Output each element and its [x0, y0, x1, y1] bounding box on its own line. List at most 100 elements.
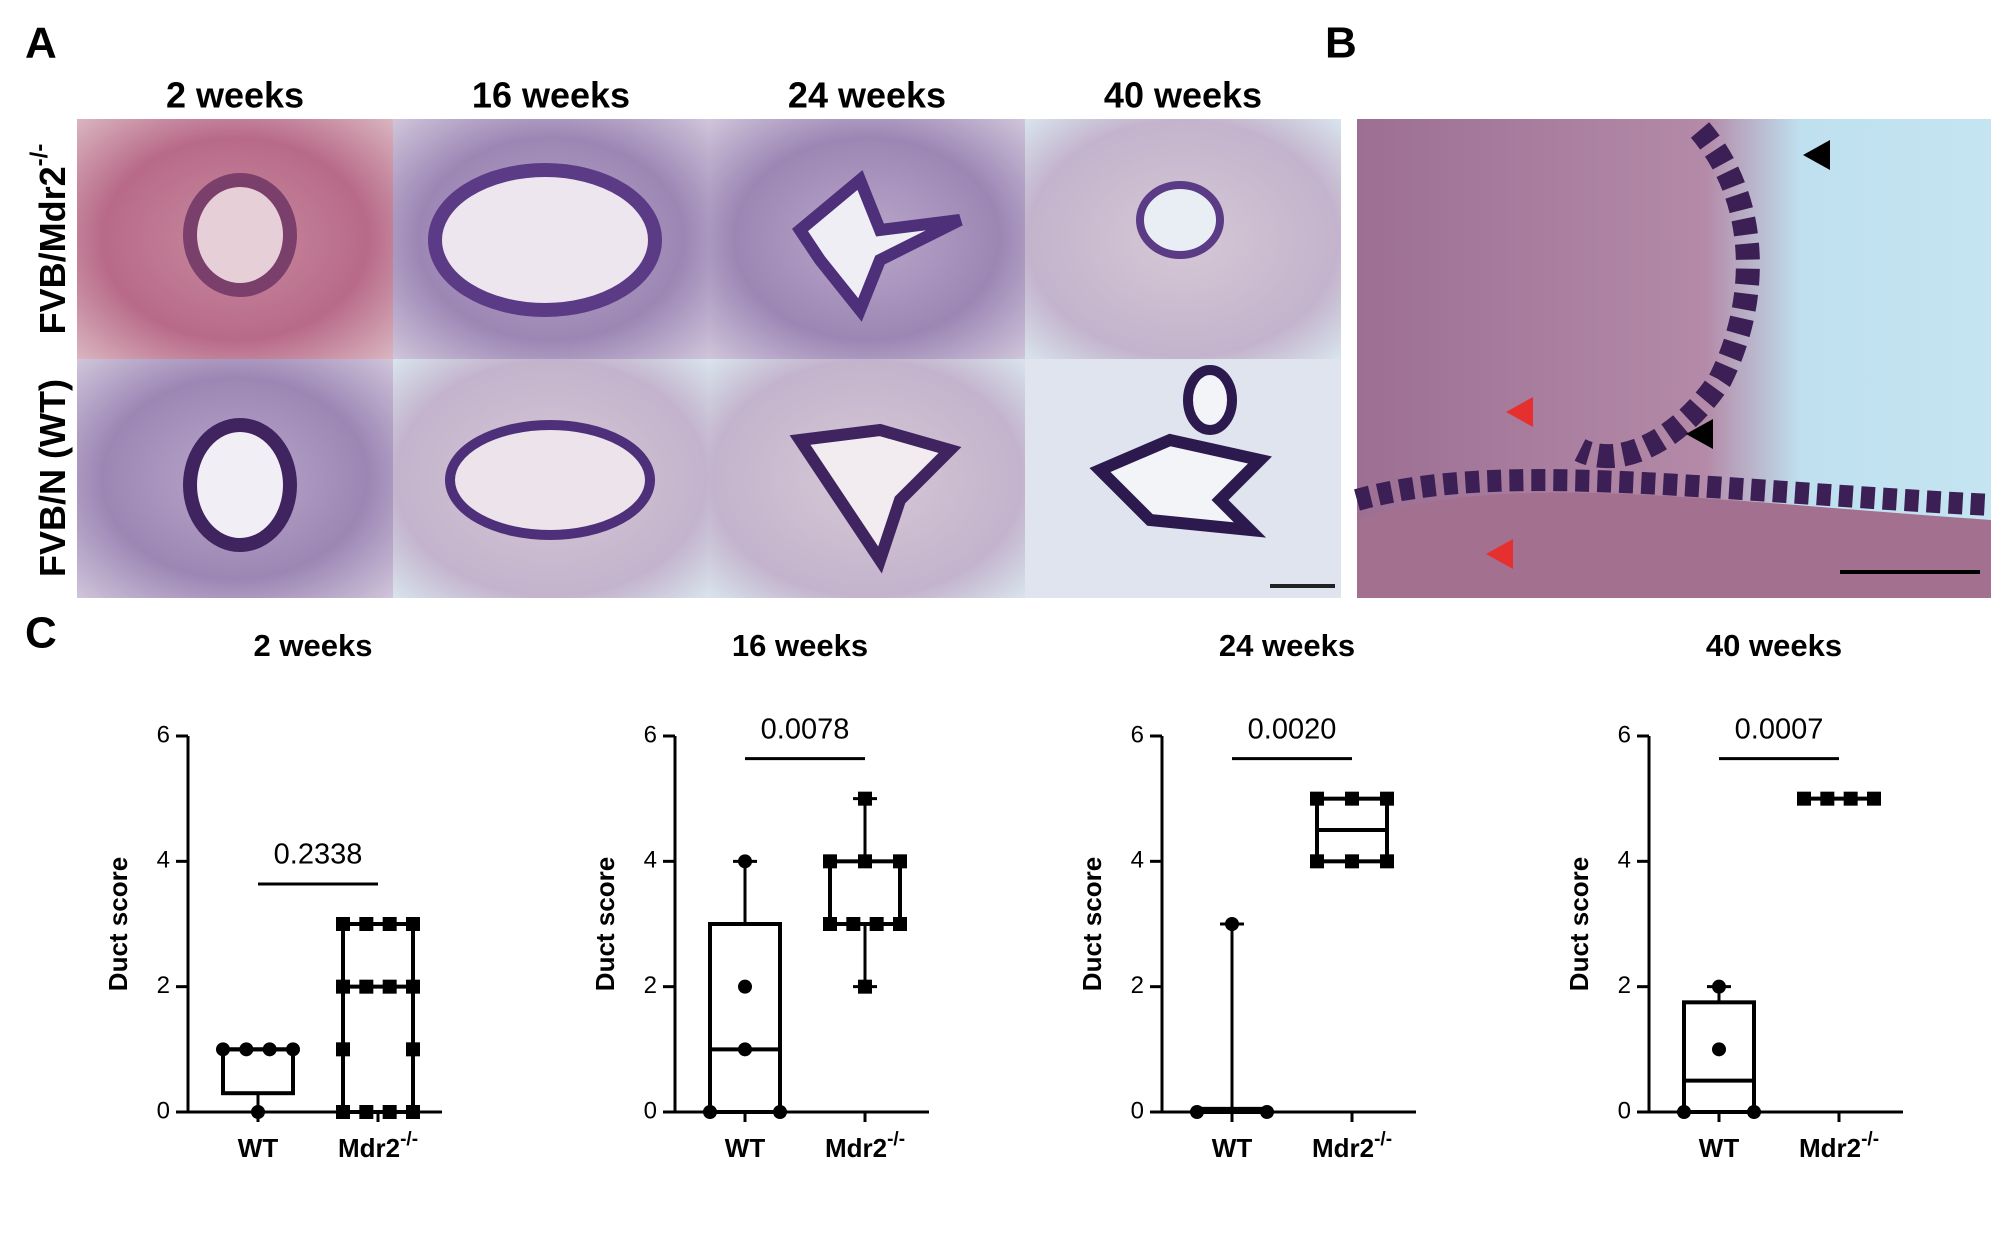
chart-title: 24 weeks [1219, 628, 1355, 663]
data-point [1867, 791, 1881, 806]
x-tick-label-text: WT [725, 1133, 766, 1163]
x-tick-label: WT [1699, 1133, 1740, 1163]
data-point [251, 1105, 265, 1119]
y-tick-label: 0 [157, 1097, 170, 1124]
row-label-text: FVB/Mdr2 [32, 166, 73, 334]
data-point [359, 979, 374, 994]
data-point [823, 917, 837, 931]
box [341, 922, 415, 1114]
x-tick-label-text: Mdr2 [338, 1133, 400, 1163]
y-tick-label: 2 [1618, 972, 1631, 999]
data-point [1310, 791, 1324, 806]
box [828, 859, 902, 926]
row-label: FVB/N (WT) [32, 379, 73, 577]
data-point [406, 917, 420, 931]
y-axis-label: Duct score [103, 857, 133, 991]
p-value: 0.0078 [761, 713, 850, 745]
data-point [858, 854, 872, 869]
panel-label: A [25, 19, 57, 68]
y-tick-label: 2 [644, 972, 657, 999]
data-point [773, 1105, 787, 1119]
data-point [359, 917, 374, 931]
data-point [239, 1042, 254, 1057]
data-point [738, 979, 752, 994]
data-point [216, 1042, 230, 1057]
data-point [823, 854, 837, 869]
data-point [359, 1105, 374, 1119]
data-point [846, 917, 861, 931]
chart-title: 40 weeks [1706, 628, 1842, 663]
x-tick-label: WT [1212, 1133, 1253, 1163]
x-tick-label-sup: -/- [887, 1129, 905, 1150]
row-label-sup: -/- [26, 144, 53, 167]
histology-labels: 2 weeks 16 weeks 24 weeks 40 weeks FVB/Mdr2-… [26, 75, 1262, 577]
data-point [1677, 1105, 1691, 1119]
panel-label: C [25, 609, 57, 658]
y-tick-label: 2 [1131, 972, 1144, 999]
y-tick-label: 4 [1131, 847, 1144, 874]
row-label: FVB/Mdr2-/- [26, 144, 72, 335]
y-tick-label: 4 [644, 847, 657, 874]
y-tick-label: 0 [1618, 1097, 1631, 1124]
column-header: 24 weeks [788, 75, 946, 116]
y-tick-label: 6 [1618, 721, 1631, 748]
data-point [1345, 854, 1359, 869]
x-tick-label: Mdr2-/- [1312, 1129, 1392, 1163]
y-tick-label: 4 [157, 847, 170, 874]
data-point [336, 917, 350, 931]
data-point [382, 1105, 397, 1119]
data-point [336, 1042, 350, 1057]
data-point [406, 979, 420, 994]
data-point [1747, 1105, 1761, 1119]
x-tick-label-sup: -/- [1861, 1129, 1879, 1150]
data-point [1843, 791, 1858, 806]
y-tick-label: 0 [1131, 1097, 1144, 1124]
data-point [406, 1042, 420, 1057]
x-tick-label: Mdr2-/- [338, 1129, 418, 1163]
y-tick-label: 2 [157, 972, 170, 999]
data-point [869, 917, 884, 931]
y-tick-label: 4 [1618, 847, 1631, 874]
chart-title: 2 weeks [254, 628, 373, 663]
data-point [1225, 917, 1239, 931]
data-point [1380, 854, 1394, 869]
column-header: 40 weeks [1104, 75, 1262, 116]
x-tick-label-text: Mdr2 [825, 1133, 887, 1163]
data-point [286, 1042, 300, 1057]
y-axis-label: Duct score [1077, 857, 1107, 991]
data-point [1345, 791, 1359, 806]
data-point [1797, 791, 1811, 806]
data-point [1712, 1042, 1726, 1057]
data-point [1820, 791, 1835, 806]
data-point [858, 979, 872, 994]
row-label-text: FVB/N (WT) [32, 379, 73, 577]
x-tick-label: WT [725, 1133, 766, 1163]
x-tick-label: Mdr2-/- [825, 1129, 905, 1163]
x-tick-label-text: WT [238, 1133, 279, 1163]
data-point [703, 1105, 717, 1119]
x-tick-label-text: WT [1212, 1133, 1253, 1163]
x-tick-label-text: Mdr2 [1799, 1133, 1861, 1163]
box [1682, 1000, 1756, 1114]
data-point [858, 791, 872, 806]
data-point [262, 1042, 277, 1057]
data-point [1380, 791, 1394, 806]
p-value: 0.0020 [1248, 713, 1337, 745]
data-point [406, 1105, 420, 1119]
data-point [893, 854, 907, 869]
x-tick-label: WT [238, 1133, 279, 1163]
panel-a-images [77, 119, 1341, 598]
column-header: 2 weeks [166, 75, 304, 116]
panel-b-image [1354, 119, 1992, 598]
y-tick-label: 6 [157, 721, 170, 748]
y-axis-label: Duct score [590, 857, 620, 991]
data-point [1310, 854, 1324, 869]
x-tick-label-sup: -/- [400, 1129, 418, 1150]
y-axis-label: Duct score [1564, 857, 1594, 991]
data-point [382, 979, 397, 994]
x-tick-label-sup: -/- [1374, 1129, 1392, 1150]
p-value: 0.0007 [1735, 713, 1824, 745]
data-point [382, 917, 397, 931]
